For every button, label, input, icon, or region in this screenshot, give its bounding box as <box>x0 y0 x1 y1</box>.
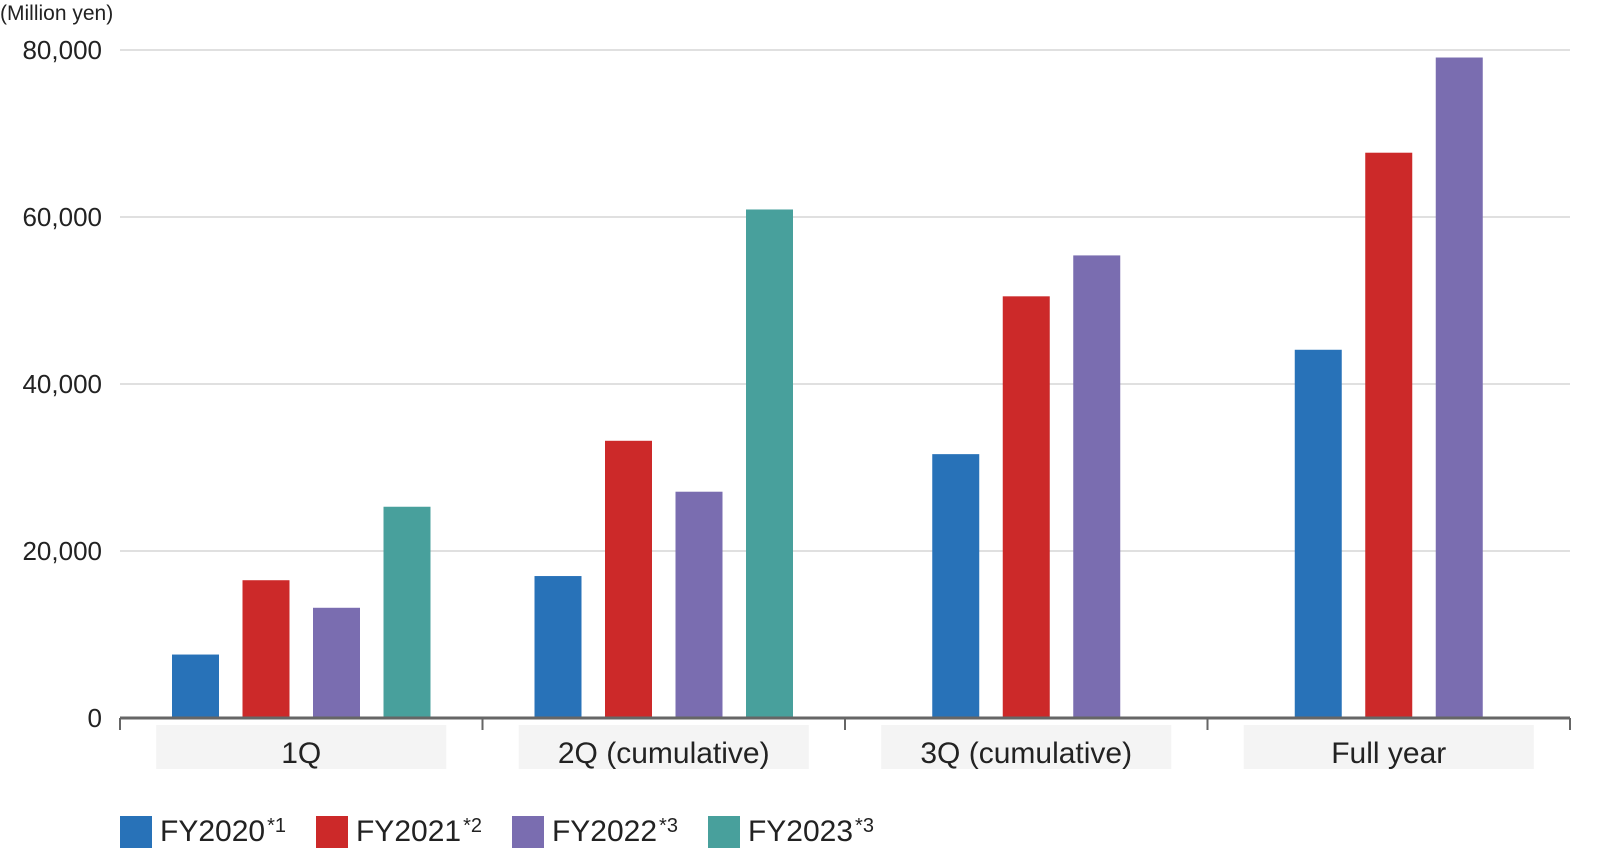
legend-swatch <box>120 816 152 848</box>
y-tick-label: 80,000 <box>22 35 102 65</box>
y-axis-ticks: 0 20,000 40,000 60,000 80,000 <box>22 35 102 733</box>
y-tick-label: 60,000 <box>22 202 102 232</box>
legend-series-name: FY2022 <box>551 815 658 848</box>
gridlines <box>120 49 1570 552</box>
category-label: 1Q <box>281 737 321 770</box>
legend-swatch <box>511 816 544 848</box>
legend-footnote-mark: *3 <box>659 814 678 837</box>
y-tick-label: 20,000 <box>22 536 102 566</box>
category-labels: 1Q 2Q (cumulative) 3Q (cumulative) Full yea… <box>281 737 1446 770</box>
bar-fy2021-2 <box>605 440 652 718</box>
legend-swatch <box>315 816 348 848</box>
bar-fy2022-1 <box>313 607 360 718</box>
category-label: Full year <box>1331 737 1446 770</box>
bar-fy2020-1 <box>172 654 219 718</box>
legend-series-name: FY2021 <box>355 815 462 848</box>
bar-fy2023-1 <box>383 506 431 718</box>
bars <box>172 57 1483 719</box>
legend-item: FY2023 *3 <box>707 814 874 849</box>
y-tick-label: 0 <box>88 703 102 733</box>
legend-series-name: FY2023 <box>747 815 854 848</box>
bar-fy2023-2 <box>746 209 793 719</box>
category-label-backgrounds <box>156 725 1534 769</box>
legend-footnote-mark: *3 <box>855 814 874 837</box>
legend-footnote-mark: *2 <box>463 814 482 837</box>
category-label-background <box>1243 725 1534 769</box>
y-axis-unit-label: (Million yen) <box>0 2 113 25</box>
bar-chart: (Million yen) 020,00040,00060,00080,000 … <box>0 2 1571 770</box>
category-label-background <box>518 725 809 769</box>
category-label: 2Q (cumulative) <box>558 737 770 770</box>
x-axis-ticks <box>119 718 1571 730</box>
bar-fy2022-3 <box>1073 255 1121 718</box>
legend-item: FY2021 *2 <box>315 814 482 849</box>
category-label-background <box>881 725 1172 769</box>
bar-fy2020-3 <box>932 454 980 718</box>
bar-fy2020-2 <box>534 576 582 718</box>
legend-swatch <box>707 816 740 848</box>
bar-fy2020-4 <box>1294 349 1342 718</box>
category-label: 3Q (cumulative) <box>920 737 1132 770</box>
legend-item: FY2022 *3 <box>511 814 678 849</box>
bar-fy2022-2 <box>675 491 723 718</box>
legend: FY2020 *1 FY2021 *2 FY2022 *3 FY2023 *3 <box>120 812 904 852</box>
bar-fy2021-4 <box>1365 152 1413 718</box>
legend-item: FY2020 *1 <box>120 815 286 849</box>
bar-fy2021-3 <box>1002 296 1050 718</box>
y-tick-label: 40,000 <box>22 369 102 399</box>
legend-footnote-mark: *1 <box>267 814 286 837</box>
bar-fy2022-4 <box>1435 57 1483 718</box>
bar-fy2021-1 <box>242 580 290 718</box>
category-label-background <box>156 725 447 769</box>
legend-series-name: FY2020 <box>160 815 266 848</box>
